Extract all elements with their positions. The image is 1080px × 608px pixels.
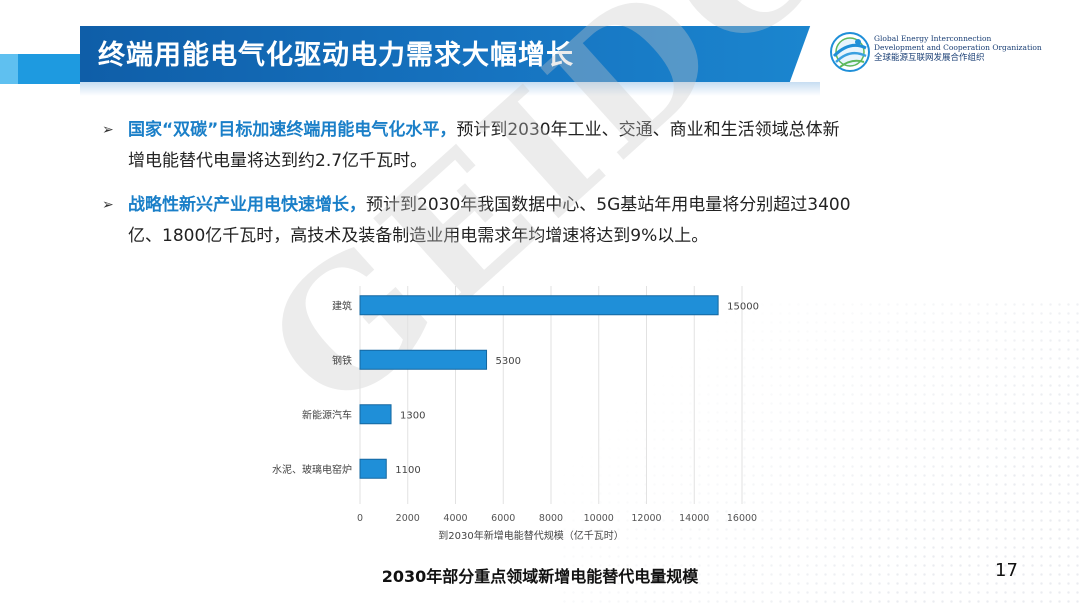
- x-tick-label: 12000: [631, 513, 661, 524]
- bullet-2: ➢ 战略性新兴产业用电快速增长，预计到2030年我国数据中心、5G基站年用电量将…: [102, 190, 1002, 252]
- slide-title: 终端用能电气化驱动电力需求大幅增长: [98, 40, 574, 71]
- bullet-arrow-icon: ➢: [102, 122, 114, 138]
- title-bar: [80, 26, 820, 82]
- bullet-2-highlight: 战略性新兴产业用电快速增长，: [128, 195, 366, 215]
- x-tick-label: 4000: [443, 513, 467, 524]
- data-label: 5300: [496, 356, 521, 367]
- x-axis-title: 到2030年新增电能替代规模（亿千瓦时）: [438, 529, 623, 542]
- bar: [359, 404, 392, 425]
- accent-stripe-light: [0, 54, 18, 84]
- data-label: 1100: [395, 465, 420, 476]
- org-english-line2: Development and Cooperation Organization: [874, 43, 1042, 52]
- bar-chart: 0 2000 4000 6000 8000 10000 12000 14000 16000 建筑 1…: [272, 286, 759, 542]
- data-label: 15000: [727, 301, 759, 312]
- category-label: 建筑: [332, 299, 352, 312]
- x-tick-label: 14000: [679, 513, 709, 524]
- organization-name: Global Energy Interconnection Developmen…: [874, 34, 1042, 64]
- bullet-1-line1: 预计到2030年工业、交通、商业和生活领域总体新: [456, 120, 840, 140]
- bar: [359, 295, 719, 316]
- x-tick-label: 16000: [727, 513, 757, 524]
- bullet-1-highlight: 国家“双碳”目标加速终端用能电气化水平，: [128, 120, 457, 140]
- x-tick-label: 2000: [396, 513, 420, 524]
- x-tick-label: 8000: [539, 513, 563, 524]
- x-tick-label: 10000: [584, 513, 614, 524]
- org-english-line1: Global Energy Interconnection: [874, 34, 992, 43]
- category-label: 新能源汽车: [302, 408, 352, 421]
- bar: [359, 458, 387, 479]
- data-label: 1300: [400, 410, 425, 421]
- bar: [359, 349, 488, 370]
- bullet-2-line2: 亿、1800亿千瓦时，高技术及装备制造业用电需求年均增速将达到9%以上。: [128, 226, 709, 246]
- bullet-1-line2: 增电能替代电量将达到约2.7亿千瓦时。: [128, 151, 428, 171]
- category-label: 水泥、玻璃电窑炉: [272, 463, 352, 476]
- bullet-arrow-icon: ➢: [102, 197, 114, 213]
- page-number: 17: [995, 560, 1018, 581]
- x-tick-label: 6000: [491, 513, 515, 524]
- x-tick-label: 0: [357, 513, 363, 524]
- globe-logo-icon: [830, 32, 870, 72]
- chart-caption: 2030年部分重点领域新增电能替代电量规模: [381, 567, 699, 586]
- category-label: 钢铁: [332, 354, 352, 367]
- bullet-1: ➢ 国家“双碳”目标加速终端用能电气化水平，预计到2030年工业、交通、商业和生…: [102, 115, 1002, 177]
- org-chinese-name: 全球能源互联网发展合作组织: [874, 53, 985, 63]
- bullet-2-line1: 预计到2030年我国数据中心、5G基站年用电量将分别超过3400: [366, 195, 851, 215]
- title-shadow: [80, 82, 820, 96]
